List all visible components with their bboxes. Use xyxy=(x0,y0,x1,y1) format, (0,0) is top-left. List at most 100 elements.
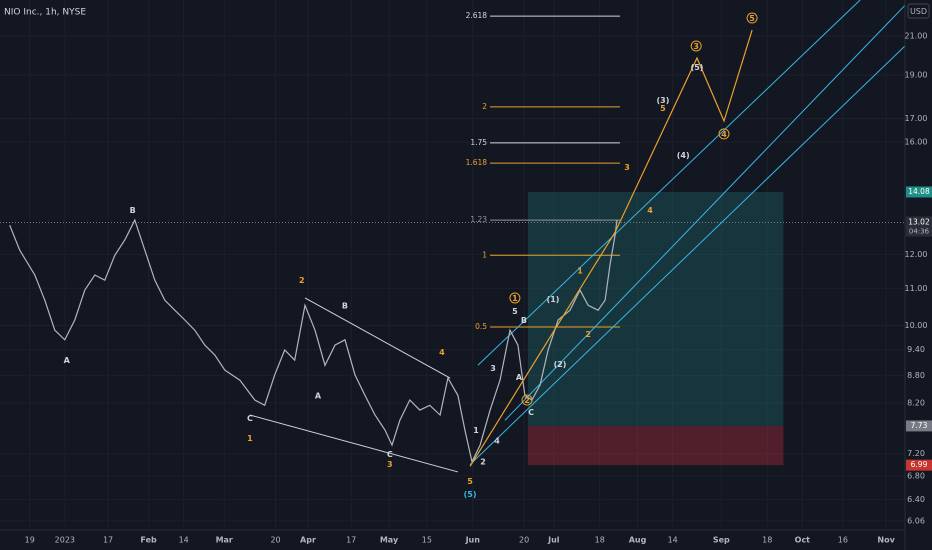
wave-label: (4) xyxy=(677,151,690,160)
x-tick-label: 19 xyxy=(25,536,35,545)
wave-label: 3 xyxy=(624,163,630,172)
x-tick-label: 15 xyxy=(422,536,432,545)
y-tick-label: 6.06 xyxy=(907,516,925,525)
x-tick-label: Apr xyxy=(300,536,316,545)
wave-label: 4 xyxy=(494,436,500,445)
fib-label: 0.5 xyxy=(475,322,487,331)
x-tick-label: Oct xyxy=(795,536,811,545)
x-tick-label: 14 xyxy=(179,536,189,545)
wave-label: 1 xyxy=(512,294,518,303)
fib-label: 1 xyxy=(482,250,487,259)
wave-label: C xyxy=(247,414,253,423)
wave-label: 5 xyxy=(467,477,473,486)
x-tick-label: Nov xyxy=(877,536,895,545)
x-tick-label: Jul xyxy=(547,536,560,545)
x-tick-label: 20 xyxy=(270,536,280,545)
y-tick-label: 7.20 xyxy=(907,449,925,458)
price-tag xyxy=(906,216,932,237)
channel-line xyxy=(469,45,905,465)
wave-label: 3 xyxy=(693,42,699,51)
x-tick-label: Jun xyxy=(465,536,481,545)
fib-label: 1.23 xyxy=(470,215,487,224)
x-tick-label: Aug xyxy=(629,536,647,545)
x-tick-label: 2023 xyxy=(55,536,75,545)
fib-label: 1.618 xyxy=(466,158,488,167)
x-tick-label: 17 xyxy=(103,536,113,545)
x-tick-label: 18 xyxy=(762,536,772,545)
wave-label: 5 xyxy=(749,14,755,23)
wave-label: 1 xyxy=(577,266,583,275)
wave-label: 1 xyxy=(473,426,479,435)
price-tag-label: 6.99 xyxy=(911,460,928,469)
x-tick-label: May xyxy=(380,536,399,545)
wave-label: (3) xyxy=(657,96,670,105)
wave-label: (5) xyxy=(691,63,704,72)
y-tick-label: 21.00 xyxy=(905,32,928,41)
wave-label: 4 xyxy=(721,130,727,139)
projection-path xyxy=(469,29,753,467)
wave-circle xyxy=(509,292,521,304)
y-tick-label: 9.40 xyxy=(907,345,925,354)
x-tick-label: 17 xyxy=(346,536,356,545)
y-tick-label: 6.40 xyxy=(907,495,925,504)
wedge-line xyxy=(304,297,451,379)
currency-box[interactable] xyxy=(907,3,930,19)
wave-circle xyxy=(521,394,533,406)
wave-circle xyxy=(746,12,758,24)
price-tag xyxy=(906,459,932,471)
price-tag xyxy=(906,420,932,432)
x-tick-label: Mar xyxy=(216,536,233,545)
wedge-line xyxy=(249,414,459,473)
y-tick-label: 17.00 xyxy=(905,114,928,123)
wave-label: 2 xyxy=(524,396,530,405)
y-tick-label: 8.20 xyxy=(907,398,925,407)
wave-label: B xyxy=(342,301,348,310)
y-tick-label: 6.80 xyxy=(907,471,925,480)
price-tag-label: 7.73 xyxy=(911,421,928,430)
fib-label: 2 xyxy=(482,102,487,111)
price-tag-countdown: 04:36 xyxy=(909,228,930,236)
price-tag xyxy=(906,186,932,198)
y-tick-label: 16.00 xyxy=(905,138,928,147)
wave-label: C xyxy=(387,450,393,459)
x-tick-label: 18 xyxy=(595,536,605,545)
wave-label: 4 xyxy=(647,206,653,215)
x-tick-label: 16 xyxy=(838,536,848,545)
x-tick-label: Sep xyxy=(713,536,730,545)
wave-label: B xyxy=(521,316,527,325)
wave-circle xyxy=(718,128,730,140)
y-tick-label: 11.00 xyxy=(905,284,928,293)
loss-zone xyxy=(527,425,784,466)
fib-label: 2.618 xyxy=(466,11,488,20)
x-tick-label: Feb xyxy=(140,536,157,545)
wave-label: 2 xyxy=(480,457,486,466)
x-tick-label: 14 xyxy=(668,536,678,545)
currency: USD xyxy=(910,7,927,16)
wave-label: A xyxy=(315,391,322,400)
y-tick-label: 19.00 xyxy=(905,71,928,80)
wave-label: 3 xyxy=(387,460,393,469)
chart-title: NIO Inc., 1h, NYSE xyxy=(4,8,86,18)
plot-area: 2.61821.751.6181.2310.5BA2BC1AC345(5)123… xyxy=(0,0,905,500)
wave-label: A xyxy=(516,373,523,382)
fib-label: 1.75 xyxy=(470,138,487,147)
price-line xyxy=(9,218,618,464)
wave-label: (2) xyxy=(554,360,567,369)
wave-label: 5 xyxy=(512,307,518,316)
wave-label: 3 xyxy=(490,364,496,373)
wave-label: 5 xyxy=(660,104,666,113)
x-tick-label: 20 xyxy=(519,536,529,545)
wave-label: 2 xyxy=(299,276,305,285)
y-tick-label: 10.00 xyxy=(905,321,928,330)
wave-label: 1 xyxy=(247,434,253,443)
wave-circle xyxy=(690,40,702,52)
price-tag-label: 14.08 xyxy=(908,187,930,196)
wave-label: 4 xyxy=(439,348,445,357)
price-tag-label: 13.02 xyxy=(908,218,930,227)
wave-label: 2 xyxy=(585,330,591,339)
wave-label: (1) xyxy=(547,295,560,304)
wave-label: C xyxy=(528,408,534,417)
wave-label: A xyxy=(64,356,71,365)
